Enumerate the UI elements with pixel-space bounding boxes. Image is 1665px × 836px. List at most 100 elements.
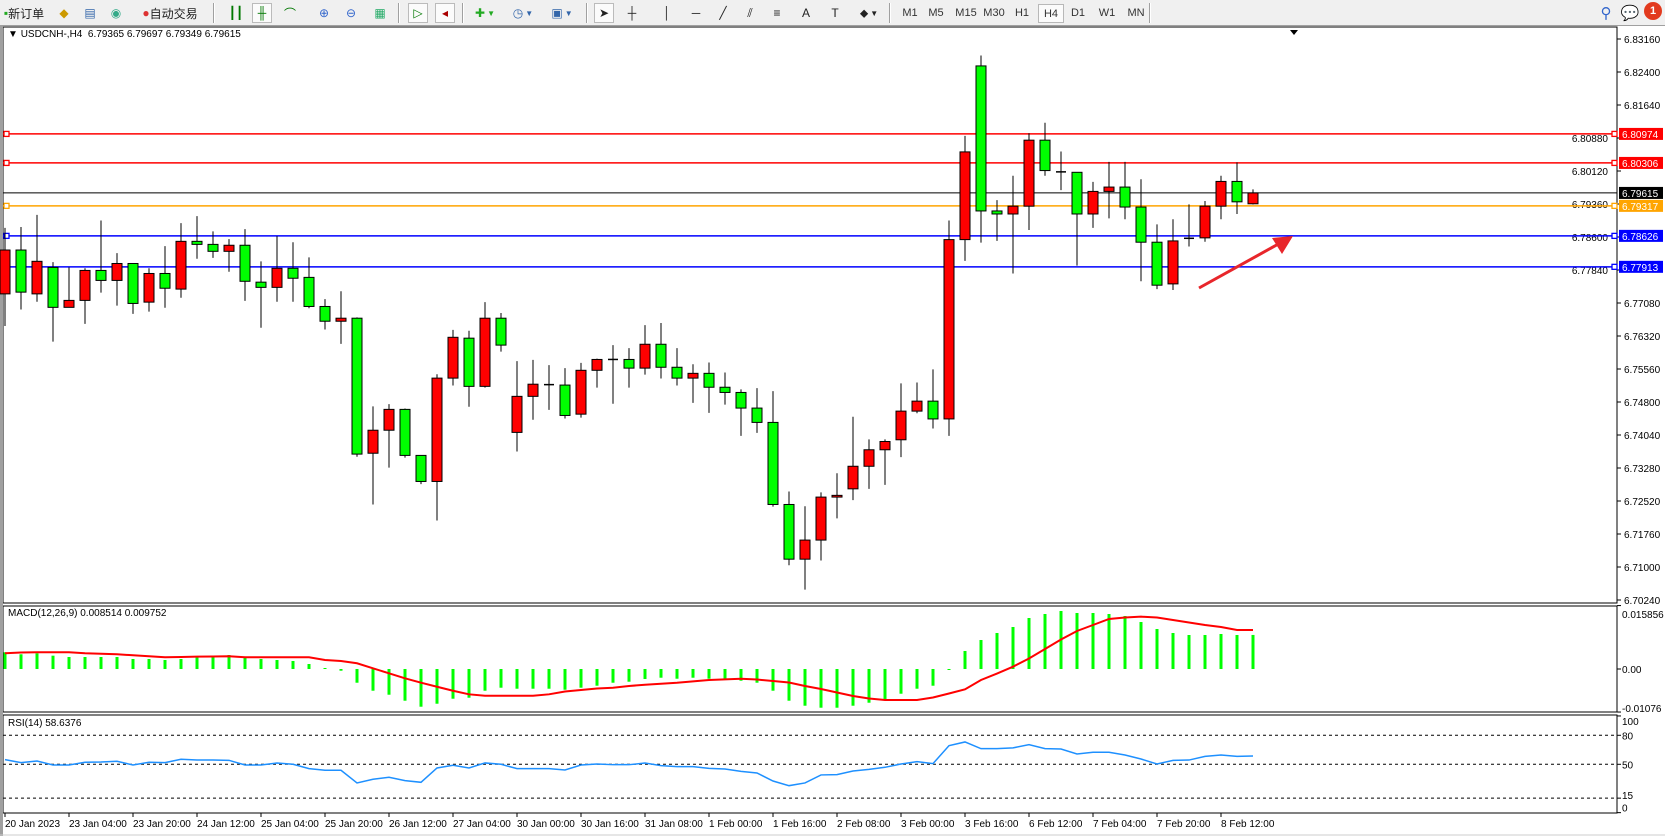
macd-histogram-bar bbox=[547, 669, 551, 689]
chart-shift-icon[interactable]: ◂ bbox=[435, 3, 455, 23]
candlestick-icon[interactable]: ╫ bbox=[252, 3, 272, 23]
timeframe-m1[interactable]: M1 bbox=[902, 7, 918, 19]
timeframe-d1[interactable]: D1 bbox=[1070, 7, 1086, 19]
periods-icon[interactable]: ◷ ▼ bbox=[512, 6, 534, 20]
macd-histogram-bar bbox=[3, 652, 7, 669]
price-tick-label: 6.71760 bbox=[1624, 530, 1661, 541]
trendline-icon[interactable]: ╱ bbox=[719, 6, 727, 20]
market-watch-icon[interactable]: ◆ bbox=[59, 6, 69, 20]
macd-histogram-bar bbox=[1107, 614, 1111, 669]
crosshair-icon[interactable]: ┼ bbox=[627, 6, 637, 20]
macd-histogram-bar bbox=[1171, 633, 1175, 669]
timeframe-h1[interactable]: H1 bbox=[1014, 7, 1030, 19]
auto-trading-button[interactable]: ● 自动交易 bbox=[130, 3, 210, 23]
candle-body bbox=[623, 358, 635, 369]
timeframe-h4[interactable]: H4 bbox=[1038, 4, 1064, 23]
price-tick-label: 6.73280 bbox=[1624, 464, 1661, 475]
price-line-label: 6.80974 bbox=[1622, 130, 1659, 141]
macd-histogram-bar bbox=[947, 669, 951, 670]
macd-histogram-bar bbox=[67, 657, 71, 669]
candle-body bbox=[287, 267, 299, 279]
indicators-icon[interactable]: ✚ ▼ bbox=[475, 6, 495, 20]
fibonacci-icon[interactable]: ≡ bbox=[773, 6, 781, 20]
macd-histogram-bar bbox=[35, 653, 39, 669]
templates-icon[interactable]: ▣ ▼ bbox=[551, 6, 573, 20]
candle bbox=[927, 369, 939, 429]
time-tick-label: 3 Feb 00:00 bbox=[901, 819, 955, 830]
equidistant-channel-icon[interactable]: ⫽ bbox=[747, 5, 753, 20]
candle bbox=[608, 345, 618, 404]
candle-body bbox=[959, 151, 971, 241]
candle-body bbox=[1151, 241, 1163, 286]
zoom-in-icon[interactable]: ⊕ bbox=[318, 6, 330, 20]
candle bbox=[79, 268, 91, 324]
candle-body bbox=[271, 267, 283, 288]
line-chart-icon[interactable]: ⌒ bbox=[283, 6, 296, 21]
candle-body bbox=[1023, 139, 1035, 207]
vertical-line-icon[interactable]: │ bbox=[663, 6, 671, 20]
candle-body bbox=[895, 410, 907, 441]
macd-histogram-bar bbox=[915, 669, 919, 689]
macd-histogram-bar bbox=[835, 669, 839, 708]
time-tick-label: 3 Feb 16:00 bbox=[965, 819, 1019, 830]
macd-histogram-bar bbox=[339, 669, 343, 671]
price-line-label-bg bbox=[1619, 260, 1663, 273]
auto-scroll-icon[interactable]: ▷ bbox=[408, 3, 428, 23]
horizontal-line-icon[interactable]: ─ bbox=[691, 6, 701, 20]
timeframe-m5[interactable]: M5 bbox=[928, 7, 944, 19]
tile-windows-icon[interactable]: ▦ bbox=[374, 6, 386, 20]
line-handle bbox=[1611, 159, 1618, 167]
macd-histogram-bar bbox=[259, 659, 263, 669]
timeframe-m15[interactable]: M15 bbox=[955, 7, 977, 19]
macd-histogram-bar bbox=[1027, 618, 1031, 669]
candle bbox=[1103, 161, 1115, 219]
timeframe-mn[interactable]: MN bbox=[1127, 7, 1145, 19]
candle bbox=[303, 257, 315, 309]
macd-tick-label: 0.00 bbox=[1622, 665, 1642, 676]
macd-histogram-bar bbox=[451, 669, 455, 699]
time-tick-label: 20 Jan 2023 bbox=[5, 819, 60, 830]
text-icon[interactable]: A bbox=[801, 6, 810, 20]
timeframe-w1[interactable]: W1 bbox=[1098, 7, 1116, 19]
signals-icon[interactable]: ◉ bbox=[110, 6, 122, 20]
timeframe-m30[interactable]: M30 bbox=[983, 7, 1005, 19]
candle-body bbox=[511, 395, 523, 433]
candle-body bbox=[463, 337, 475, 387]
rsi-tick-label: 50 bbox=[1622, 760, 1634, 771]
macd-histogram-bar bbox=[1123, 616, 1127, 669]
time-tick-label: 27 Jan 04:00 bbox=[453, 819, 511, 830]
chart-window[interactable]: 6.83160 6.82400 6.81640 6.80880 6.80120 6.793… bbox=[0, 26, 1665, 836]
trend-arrow-head bbox=[1272, 236, 1293, 254]
search-icon[interactable]: ⚲ bbox=[1600, 5, 1612, 22]
text-label-icon[interactable]: T bbox=[831, 6, 839, 20]
candle-body bbox=[1199, 205, 1211, 239]
cursor-icon[interactable]: ➤ bbox=[594, 3, 614, 23]
macd-header: MACD(12,26,9) 0.008514 0.009752 bbox=[8, 608, 167, 619]
candle bbox=[351, 317, 363, 457]
macd-histogram-bar bbox=[691, 669, 695, 678]
candle bbox=[575, 362, 587, 418]
macd-histogram-bar bbox=[627, 669, 631, 682]
zoom-out-icon[interactable]: ⊖ bbox=[345, 6, 357, 20]
candle-body bbox=[1167, 240, 1179, 285]
macd-histogram-bar bbox=[899, 669, 903, 694]
navigator-icon[interactable]: ▤ bbox=[84, 6, 96, 20]
line-handle bbox=[3, 159, 10, 167]
candle-body bbox=[63, 299, 75, 308]
candle bbox=[735, 389, 747, 436]
candle bbox=[495, 312, 507, 352]
bar-chart-icon[interactable]: ┃┃ bbox=[228, 6, 244, 20]
candle-body bbox=[1215, 180, 1227, 207]
chat-icon[interactable]: 💬 bbox=[1620, 5, 1640, 22]
notification-badge[interactable]: 1 bbox=[1644, 2, 1662, 20]
macd-histogram-bar bbox=[595, 669, 599, 686]
arrows-icon[interactable]: ⬥ ▼ bbox=[859, 5, 879, 20]
macd-histogram-bar bbox=[755, 669, 759, 683]
rsi-line bbox=[4, 741, 1254, 787]
chart-canvas[interactable]: 6.83160 6.82400 6.81640 6.80880 6.80120 6.793… bbox=[0, 26, 1665, 836]
collapse-triangle-icon[interactable]: ▼ bbox=[8, 29, 21, 40]
macd-histogram-bar bbox=[1043, 614, 1047, 669]
candle-body bbox=[559, 384, 571, 416]
candle bbox=[1039, 122, 1051, 176]
new-order-button[interactable]: ▪ 新订单 bbox=[2, 3, 46, 23]
